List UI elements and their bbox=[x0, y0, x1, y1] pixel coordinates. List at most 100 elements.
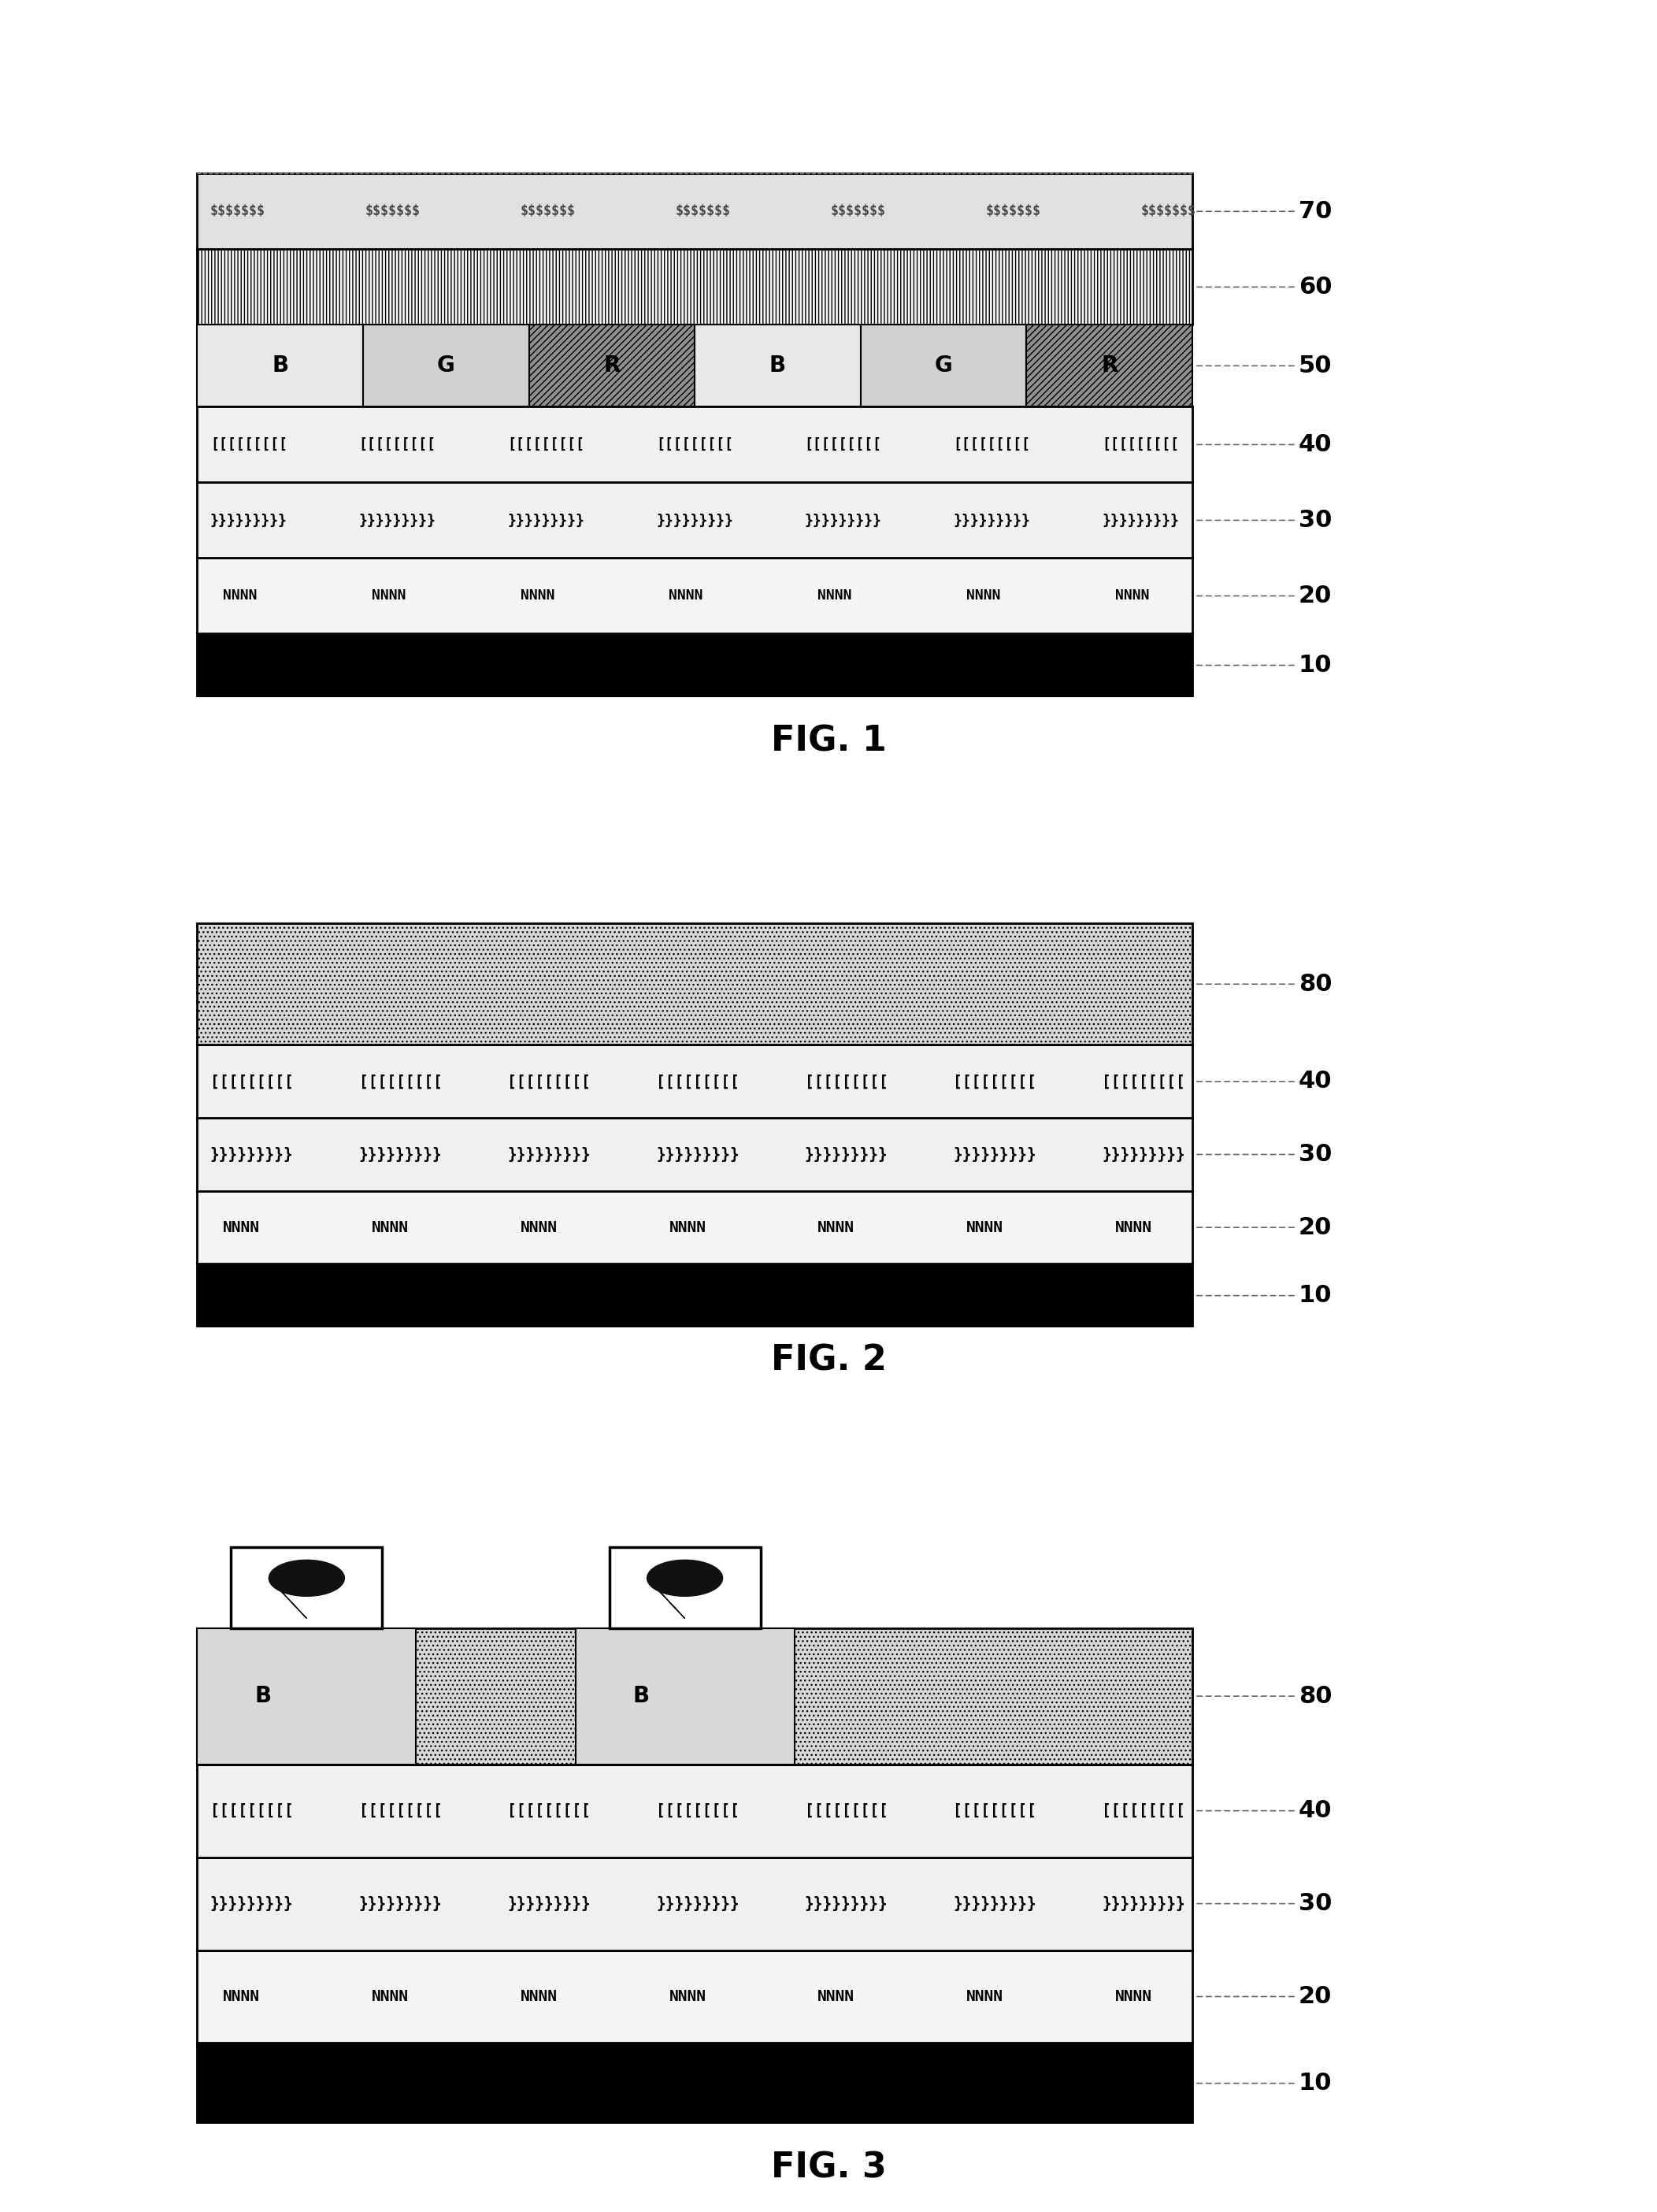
Text: 40: 40 bbox=[1195, 1071, 1332, 1093]
Text: }}}}}}}}}: }}}}}}}}} bbox=[1102, 1896, 1185, 1911]
Text: NNNN: NNNN bbox=[520, 1989, 557, 2004]
Text: 10: 10 bbox=[1195, 2073, 1332, 2095]
Text: }}}}}}}}}: }}}}}}}}} bbox=[507, 513, 585, 526]
Text: [[[[[[[[[: [[[[[[[[[ bbox=[210, 1075, 293, 1088]
Bar bbox=[197, 922, 1193, 1044]
Text: }}}}}}}}}: }}}}}}}}} bbox=[1102, 513, 1180, 526]
Text: B: B bbox=[633, 1686, 650, 1708]
Text: FIG. 2: FIG. 2 bbox=[771, 1343, 886, 1378]
Text: 50: 50 bbox=[1195, 354, 1332, 378]
Bar bbox=[197, 1858, 1193, 1951]
Text: [[[[[[[[[: [[[[[[[[[ bbox=[805, 1803, 888, 1818]
Text: }}}}}}}}}: }}}}}}}}} bbox=[507, 1148, 590, 1161]
Text: $$$$$$$: $$$$$$$ bbox=[1140, 204, 1196, 219]
Text: [[[[[[[[[: [[[[[[[[[ bbox=[1102, 1803, 1185, 1818]
Text: [[[[[[[[[: [[[[[[[[[ bbox=[805, 1075, 888, 1088]
Text: [[[[[[[[[: [[[[[[[[[ bbox=[656, 438, 732, 451]
Text: NNNN: NNNN bbox=[966, 1989, 1002, 2004]
Text: }}}}}}}}}: }}}}}}}}} bbox=[210, 1148, 293, 1161]
Bar bbox=[197, 1044, 1193, 1117]
Bar bbox=[197, 1190, 1193, 1263]
Text: NNNN: NNNN bbox=[371, 588, 406, 604]
Text: 80: 80 bbox=[1195, 1686, 1332, 1708]
Bar bbox=[197, 173, 1193, 250]
Bar bbox=[363, 325, 529, 407]
Bar bbox=[197, 1117, 1193, 1190]
Bar bbox=[529, 325, 694, 407]
Bar bbox=[197, 325, 363, 407]
Text: FIG. 1: FIG. 1 bbox=[771, 723, 886, 759]
Text: NNNN: NNNN bbox=[224, 1221, 260, 1234]
Bar bbox=[197, 407, 1193, 482]
Text: 20: 20 bbox=[1195, 584, 1332, 608]
Text: 80: 80 bbox=[1195, 973, 1332, 995]
Text: [[[[[[[[[: [[[[[[[[[ bbox=[358, 1803, 442, 1818]
Text: $$$$$$$: $$$$$$$ bbox=[365, 204, 421, 219]
Text: [[[[[[[[[: [[[[[[[[[ bbox=[1102, 1075, 1185, 1088]
Polygon shape bbox=[646, 1559, 722, 1619]
Text: [[[[[[[[[: [[[[[[[[[ bbox=[507, 1803, 590, 1818]
Text: }}}}}}}}}: }}}}}}}}} bbox=[805, 1148, 888, 1161]
Text: 30: 30 bbox=[1195, 1891, 1332, 1916]
Bar bbox=[197, 1628, 1193, 1765]
Text: }}}}}}}}}: }}}}}}}}} bbox=[358, 1148, 442, 1161]
Text: }}}}}}}}}: }}}}}}}}} bbox=[656, 1896, 739, 1911]
Text: G: G bbox=[935, 354, 953, 376]
Text: $$$$$$$: $$$$$$$ bbox=[830, 204, 885, 219]
Text: NNNN: NNNN bbox=[371, 1989, 409, 2004]
Text: FIG. 3: FIG. 3 bbox=[771, 2150, 886, 2185]
Bar bbox=[1026, 325, 1193, 407]
Text: NNNN: NNNN bbox=[669, 1989, 706, 2004]
Text: }}}}}}}}}: }}}}}}}}} bbox=[1102, 1148, 1185, 1161]
Bar bbox=[197, 250, 1193, 325]
Bar bbox=[197, 633, 1193, 697]
Text: 40: 40 bbox=[1195, 1798, 1332, 1823]
Text: $$$$$$$: $$$$$$$ bbox=[676, 204, 731, 219]
Text: 30: 30 bbox=[1195, 509, 1332, 531]
Text: NNNN: NNNN bbox=[224, 1989, 260, 2004]
Bar bbox=[230, 1548, 383, 1628]
Text: }}}}}}}}}: }}}}}}}}} bbox=[953, 1896, 1037, 1911]
Text: B: B bbox=[272, 354, 288, 376]
Bar bbox=[197, 1263, 1193, 1327]
Text: }}}}}}}}}: }}}}}}}}} bbox=[358, 513, 436, 526]
Text: 10: 10 bbox=[1195, 655, 1332, 677]
Text: }}}}}}}}}: }}}}}}}}} bbox=[805, 1896, 888, 1911]
Text: NNNN: NNNN bbox=[966, 588, 1001, 604]
Text: NNNN: NNNN bbox=[520, 1221, 557, 1234]
Text: [[[[[[[[[: [[[[[[[[[ bbox=[805, 438, 882, 451]
Text: [[[[[[[[[: [[[[[[[[[ bbox=[1102, 438, 1180, 451]
Bar bbox=[197, 557, 1193, 633]
Text: NNNN: NNNN bbox=[1115, 1989, 1152, 2004]
Text: B: B bbox=[769, 354, 785, 376]
Text: }}}}}}}}}: }}}}}}}}} bbox=[805, 513, 882, 526]
Text: NNNN: NNNN bbox=[817, 588, 852, 604]
Polygon shape bbox=[268, 1559, 345, 1619]
Text: [[[[[[[[[: [[[[[[[[[ bbox=[507, 1075, 590, 1088]
Text: 60: 60 bbox=[1195, 276, 1332, 299]
Text: [[[[[[[[[: [[[[[[[[[ bbox=[953, 1075, 1037, 1088]
Text: NNNN: NNNN bbox=[966, 1221, 1002, 1234]
Text: NNNN: NNNN bbox=[371, 1221, 409, 1234]
Text: [[[[[[[[[: [[[[[[[[[ bbox=[507, 438, 585, 451]
Text: }}}}}}}}}: }}}}}}}}} bbox=[210, 513, 287, 526]
Text: }}}}}}}}}: }}}}}}}}} bbox=[953, 513, 1031, 526]
Text: [[[[[[[[[: [[[[[[[[[ bbox=[656, 1803, 739, 1818]
Text: 30: 30 bbox=[1195, 1144, 1332, 1166]
Text: [[[[[[[[[: [[[[[[[[[ bbox=[656, 1075, 739, 1088]
Text: [[[[[[[[[: [[[[[[[[[ bbox=[210, 438, 287, 451]
Text: NNNN: NNNN bbox=[1115, 1221, 1152, 1234]
Bar bbox=[860, 325, 1027, 407]
Bar bbox=[197, 1765, 1193, 1858]
Text: NNNN: NNNN bbox=[669, 1221, 706, 1234]
Text: [[[[[[[[[: [[[[[[[[[ bbox=[953, 1803, 1037, 1818]
Text: 10: 10 bbox=[1195, 1285, 1332, 1307]
Text: [[[[[[[[[: [[[[[[[[[ bbox=[210, 1803, 293, 1818]
Text: 20: 20 bbox=[1195, 1984, 1332, 2008]
Text: }}}}}}}}}: }}}}}}}}} bbox=[210, 1896, 293, 1911]
Text: [[[[[[[[[: [[[[[[[[[ bbox=[358, 438, 436, 451]
Bar bbox=[197, 482, 1193, 557]
Text: $$$$$$$: $$$$$$$ bbox=[520, 204, 575, 219]
Bar bbox=[694, 325, 860, 407]
Bar bbox=[197, 2044, 1193, 2124]
